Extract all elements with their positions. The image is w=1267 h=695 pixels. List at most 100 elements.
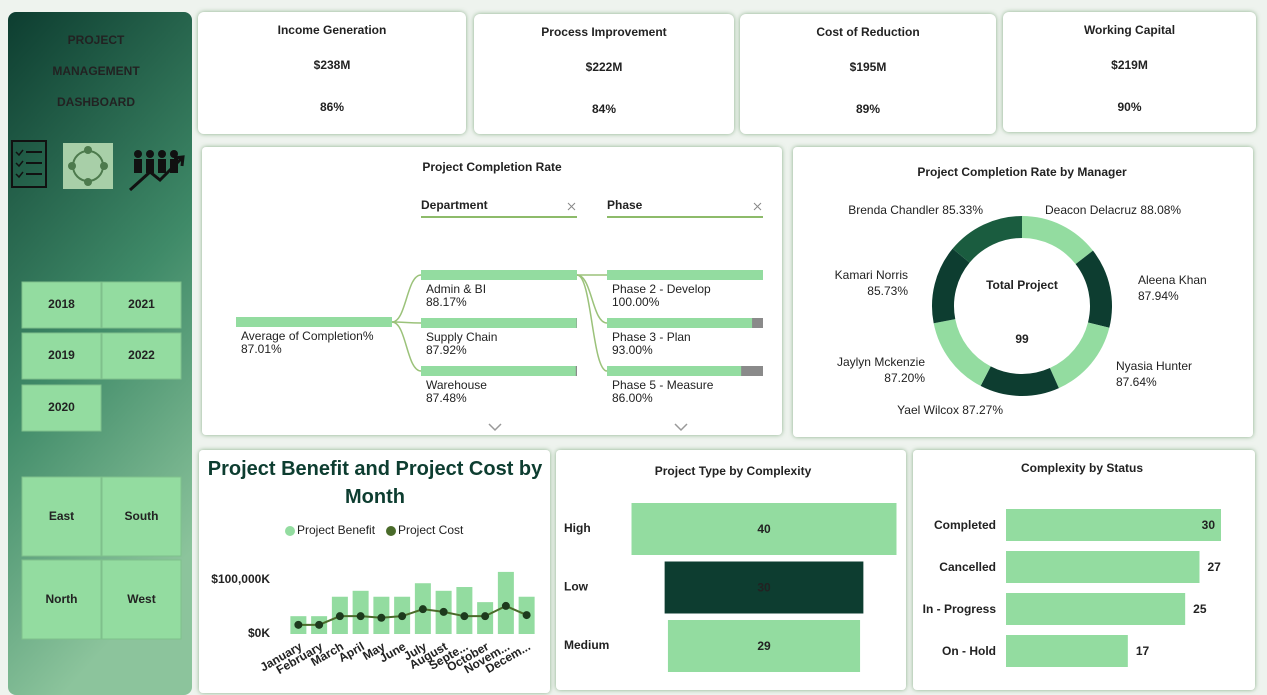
value-label: 17: [1136, 644, 1150, 658]
category-label: In - Progress: [923, 602, 997, 616]
donut-name: Yael Wilcox: [897, 403, 959, 417]
donut-name: Nyasia Hunter: [1116, 359, 1192, 373]
line-point: [335, 612, 344, 621]
region-button[interactable]: [101, 476, 182, 557]
year-label: 2022: [128, 348, 155, 362]
kpi-percent: 86%: [320, 100, 344, 114]
tree-label: Supply Chain: [426, 330, 497, 344]
icon-checklist: [11, 140, 47, 188]
donut-value: 87.64%: [1116, 375, 1157, 389]
y-tick-label: $100,000K: [211, 572, 270, 586]
kpi-card: [740, 14, 996, 134]
tree-value: 93.00%: [612, 343, 653, 357]
value-label: 40: [757, 522, 771, 536]
chart-title: Project Completion Rate by Manager: [917, 165, 1127, 179]
donut-value: 85.73%: [867, 284, 908, 298]
kpi-title: Income Generation: [278, 23, 387, 37]
line-point: [460, 612, 469, 621]
icon-head: [134, 150, 142, 158]
year-label: 2020: [48, 400, 75, 414]
line-point: [294, 620, 303, 629]
filter-clear[interactable]: [567, 202, 576, 211]
tree-bar: [607, 366, 742, 376]
year-button[interactable]: [101, 332, 182, 380]
expand-chevron[interactable]: [488, 423, 502, 432]
value-label: 29: [757, 639, 771, 653]
year-button[interactable]: [21, 332, 102, 380]
tree-label: Warehouse: [426, 378, 487, 392]
sidebar-title: PROJECT: [68, 33, 125, 47]
line-point: [315, 620, 324, 629]
sidebar-title: MANAGEMENT: [52, 64, 140, 78]
value-label: 30: [757, 581, 771, 595]
kpi-title: Working Capital: [1084, 23, 1175, 37]
sidebar-title: DASHBOARD: [57, 95, 135, 109]
category-label: Cancelled: [939, 560, 996, 574]
kpi-amount: $238M: [314, 58, 351, 72]
filter-label: Phase: [607, 198, 643, 212]
legend-swatch: [386, 526, 396, 536]
chart-title: Project Benefit and Project Cost by Mont…: [207, 458, 543, 508]
year-button[interactable]: [21, 384, 102, 432]
icon-dot: [100, 162, 108, 170]
region-button[interactable]: [21, 559, 102, 640]
filter-clear[interactable]: [753, 202, 762, 211]
kpi-card: [474, 14, 734, 134]
panel: [202, 147, 782, 435]
value-label: 25: [1193, 602, 1207, 616]
tree-link: [576, 274, 608, 372]
donut-center-label: Total Project: [986, 278, 1058, 292]
region-button[interactable]: [101, 559, 182, 640]
line-point: [439, 607, 448, 616]
donut-segment: [1049, 322, 1110, 389]
tree-value: 88.17%: [426, 295, 467, 309]
icon-check: [15, 171, 24, 179]
line-point: [481, 612, 490, 621]
tree-bar: [421, 366, 576, 376]
kpi-title: Process Improvement: [541, 25, 666, 39]
kpi-amount: $222M: [586, 60, 623, 74]
year-button[interactable]: [21, 281, 102, 329]
icon-arrow: [128, 155, 185, 192]
region-button[interactable]: [21, 476, 102, 557]
donut-value: 87.27%: [962, 403, 1003, 417]
region-label: South: [125, 509, 159, 523]
tree-label: Phase 2 - Develop: [612, 282, 711, 296]
donut-name: Jaylyn Mckenzie: [837, 355, 925, 369]
tree-value: 100.00%: [612, 295, 660, 309]
bar: [1006, 509, 1221, 541]
line-point: [377, 613, 386, 622]
kpi-title: Cost of Reduction: [816, 25, 919, 39]
tree-label: Admin & BI: [426, 282, 486, 296]
donut-segment: [932, 248, 970, 324]
tree-bar: [607, 318, 753, 328]
tree-link: [391, 274, 422, 323]
value-label: 30: [1202, 518, 1216, 532]
funnel-bar: [664, 561, 864, 614]
tree-link: [391, 321, 422, 372]
icon-dot: [84, 178, 92, 186]
year-label: 2019: [48, 348, 75, 362]
donut-name: Brenda Chandler: [848, 203, 939, 217]
expand-chevron[interactable]: [674, 423, 688, 432]
category-label: High: [564, 521, 591, 535]
y-tick-label: $0K: [248, 626, 270, 640]
donut-value: 87.94%: [1138, 289, 1179, 303]
year-button[interactable]: [101, 281, 182, 329]
donut-center-value: 99: [1015, 332, 1029, 346]
tree-label: Phase 5 - Measure: [612, 378, 714, 392]
line-point: [356, 612, 365, 621]
line-point: [522, 611, 531, 620]
funnel-bar: [667, 620, 861, 672]
donut-segment: [1075, 250, 1112, 328]
donut-value: 85.33%: [942, 203, 983, 217]
tree-value: 87.01%: [241, 342, 282, 356]
tree-bar: [421, 270, 577, 280]
tree-bar: [607, 270, 763, 280]
donut-name: Aleena Khan: [1138, 273, 1207, 287]
tree-bar: [421, 318, 577, 328]
category-label: Low: [564, 580, 589, 594]
icon-body: [134, 159, 142, 173]
